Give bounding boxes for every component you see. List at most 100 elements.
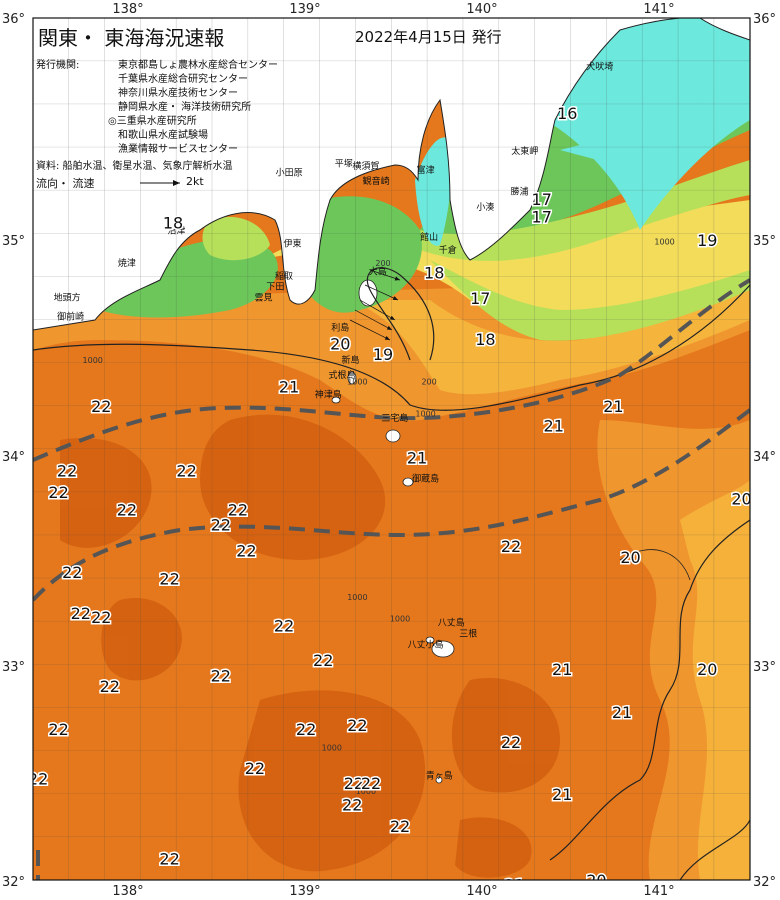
isotherm-label: 22: [344, 774, 364, 793]
isotherm-label: 22: [48, 483, 68, 502]
place-label: 地頭方: [54, 291, 81, 303]
isotherm-label: 22: [159, 849, 179, 868]
depth-label: 200: [375, 259, 390, 268]
place-label: 三宅島: [381, 412, 408, 424]
isotherm-label: 17: [532, 207, 552, 226]
lat-label: 34°: [2, 450, 25, 465]
isotherm-label: 22: [211, 515, 231, 534]
isotherm-label: 22: [48, 720, 68, 739]
isotherm-label: 20: [586, 871, 606, 890]
isotherm-label: 21: [612, 703, 632, 722]
lon-label: 140°: [466, 2, 497, 17]
map-frame: [32, 17, 751, 881]
issuer-item: 神奈川県水産技術センター: [118, 88, 238, 99]
isotherm-label: 21: [544, 416, 564, 435]
lon-label: 140°: [466, 884, 497, 899]
place-label: 犬吠埼: [586, 61, 613, 73]
lat-label: 33°: [753, 660, 776, 675]
place-label: 大島: [369, 265, 387, 277]
isotherm-label: 22: [274, 617, 294, 636]
lat-label: 32°: [753, 875, 776, 890]
place-label: 八丈小島: [408, 638, 444, 650]
longitude-labels-bottom: 138° 139° 140° 141°: [112, 884, 674, 899]
isotherm-label: 18: [475, 330, 495, 349]
lon-label: 141°: [643, 2, 674, 17]
latitude-labels-right: 36° 35° 34° 33° 32°: [753, 12, 776, 890]
longitude-labels-top: 138° 139° 140° 141°: [112, 2, 674, 17]
place-label: 御前崎: [57, 311, 84, 323]
lon-label: 138°: [112, 884, 143, 899]
depth-labels: 1000 1000 1000 1000 1000 1000 1000 200 200 1000: [83, 237, 675, 796]
data-sources: 資料: 船舶水温、衛星水温、気象庁解析水温: [36, 161, 233, 172]
latitude-labels-left: 36° 35° 34° 33° 32°: [2, 12, 25, 890]
place-label: 観音崎: [363, 175, 390, 187]
place-label: 式根島: [328, 369, 355, 381]
flow-vectors: [349, 269, 401, 341]
isotherm-label: 21: [552, 660, 572, 679]
issuer-item: 和歌山県水産試験場: [118, 130, 208, 141]
isotherm-label: 22: [501, 733, 521, 752]
place-label: 利島: [331, 322, 349, 334]
isotherm-label: 22: [211, 666, 231, 685]
isotherm-label: 22: [159, 569, 179, 588]
isotherm-label: 22: [28, 770, 48, 789]
lat-label: 33°: [2, 660, 25, 675]
place-label: 稲取: [275, 270, 293, 282]
lat-label: 36°: [753, 12, 776, 27]
depth-label: 1000: [415, 410, 435, 419]
depth-label: 1000: [654, 237, 674, 246]
place-label: 勝浦: [510, 186, 528, 198]
lon-label: 138°: [112, 2, 143, 17]
legend-speed-label: 2kt: [186, 175, 204, 188]
graticule: [33, 18, 750, 880]
lat-label: 32°: [2, 875, 25, 890]
issuer-item: ◎三重県水産研究所: [108, 116, 197, 127]
isotherm-lines: [33, 267, 750, 880]
isotherm-label: 22: [361, 774, 381, 793]
place-label: 焼津: [118, 258, 136, 269]
place-label: 御蔵島: [412, 472, 439, 484]
isotherm-label: 20: [330, 334, 350, 353]
isotherm-label: 21: [552, 785, 572, 804]
isotherm-label: 22: [71, 604, 91, 623]
issuers-label: 発行機関:: [36, 60, 80, 71]
isotherm-label: 22: [57, 462, 77, 481]
depth-label: 1000: [356, 787, 376, 796]
place-label: 伊東: [283, 237, 301, 249]
isotherm-label: 22: [228, 500, 248, 519]
isotherm-label: 20: [620, 548, 640, 567]
depth-label: 1000: [390, 614, 410, 623]
issuer-item: 静岡県水産・ 海洋技術研究所: [118, 102, 252, 113]
isotherm-label: 22: [347, 716, 367, 735]
isotherm-label: 22: [296, 720, 316, 739]
place-label: 小田原: [276, 167, 303, 178]
place-label: 沼津: [167, 226, 185, 237]
isotherm-label: 16: [557, 104, 577, 123]
isotherm-label: 22: [245, 759, 265, 778]
place-label: 横須賀: [352, 160, 379, 172]
place-label: 神津島: [315, 388, 342, 400]
isotherm-label: 18: [424, 263, 444, 282]
lat-label: 35°: [753, 234, 776, 249]
depth-label: 1000: [83, 356, 103, 365]
place-label: 千倉: [439, 244, 457, 256]
isotherm-label: 21: [279, 378, 299, 397]
issuer-item: 東京都島しょ農林水産総合センター: [118, 60, 278, 71]
isotherm-label: 19: [697, 231, 717, 250]
isotherm-label: 20: [731, 490, 751, 509]
isotherm-label: 21: [603, 397, 623, 416]
map-title: 関東・ 東海海況速報: [38, 26, 225, 50]
lon-label: 139°: [289, 884, 320, 899]
isotherm-label: 22: [176, 462, 196, 481]
place-label: 平塚: [335, 159, 353, 170]
isotherm-label: 22: [390, 817, 410, 836]
isotherm-label: 17: [470, 289, 490, 308]
issue-date: 2022年4月15日 発行: [355, 28, 502, 46]
place-label: 小湊: [476, 201, 494, 213]
legend-flow-label: 流向・ 流速: [36, 177, 95, 190]
isotherm-label: 18: [163, 214, 183, 233]
place-label: 太東岬: [511, 145, 538, 157]
kuroshio-axis: [33, 278, 750, 880]
